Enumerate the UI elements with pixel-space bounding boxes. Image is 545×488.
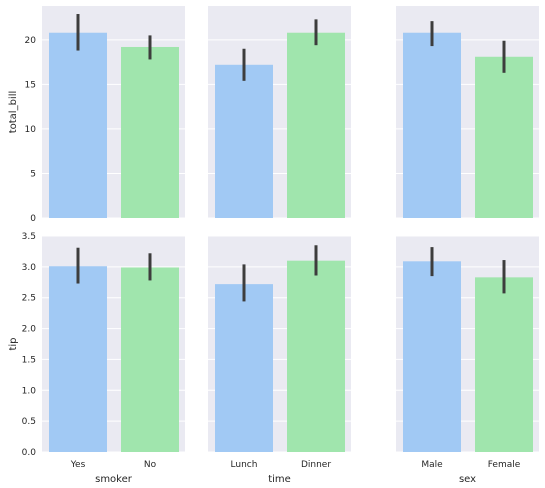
- panel-2-1-ytick-label: 0.5: [22, 417, 36, 427]
- panel-2-1-ytick-label: 3.5: [22, 232, 36, 242]
- panel-2-2-bar: [215, 284, 273, 452]
- panel-2-2-xtick-label: Dinner: [301, 460, 331, 470]
- panel-1-1-ytick-label: 10: [25, 125, 37, 135]
- panel-2-1-ytick-label: 2.0: [22, 325, 37, 335]
- panel-1-2-bar: [287, 32, 345, 219]
- panel-2-1-xtick-label: Yes: [70, 460, 86, 470]
- panel-2-1-ytick-label: 3.0: [22, 263, 37, 273]
- panel-1-1-ytick-label: 5: [30, 169, 36, 179]
- panel-2-2-x-axis-label: time: [268, 474, 291, 485]
- panel-2-3-bar: [403, 261, 461, 452]
- panel-2-1-ytick-label: 1.0: [22, 386, 37, 396]
- panel-2-1-bar: [49, 266, 107, 452]
- panel-2-1-y-axis-label: tip: [8, 337, 19, 350]
- panel-1-1-y-axis-label: total_bill: [8, 91, 19, 134]
- panel-1-3-bar: [403, 32, 461, 219]
- panel-2-2-bar: [287, 260, 345, 452]
- panel-1-1-ytick-label: 15: [25, 80, 36, 90]
- panel-1-1-ytick-label: 20: [25, 36, 37, 46]
- panel-2-1-x-axis-label: smoker: [95, 474, 133, 485]
- panel-2-3-x-axis-label: sex: [459, 474, 476, 485]
- panel-1-2-bar: [215, 64, 273, 218]
- panel-1-3-bar: [475, 56, 533, 219]
- panel-2-1-bar: [121, 267, 179, 452]
- panel-2-1-ytick-label: 0.0: [22, 448, 37, 458]
- panel-1-1-bar: [49, 32, 107, 219]
- panel-2-1-ytick-label: 2.5: [22, 294, 36, 304]
- panel-2-1-xtick-label: No: [144, 460, 157, 470]
- panel-1-1-bar: [121, 46, 179, 218]
- panel-2-3-bar: [475, 277, 533, 452]
- panel-1-1-ytick-label: 0: [30, 214, 36, 224]
- panel-2-2-xtick-label: Lunch: [231, 460, 258, 470]
- panel-2-3-xtick-label: Male: [421, 460, 443, 470]
- panel-2-3-xtick-label: Female: [488, 460, 521, 470]
- panel-2-1-ytick-label: 1.5: [22, 355, 36, 365]
